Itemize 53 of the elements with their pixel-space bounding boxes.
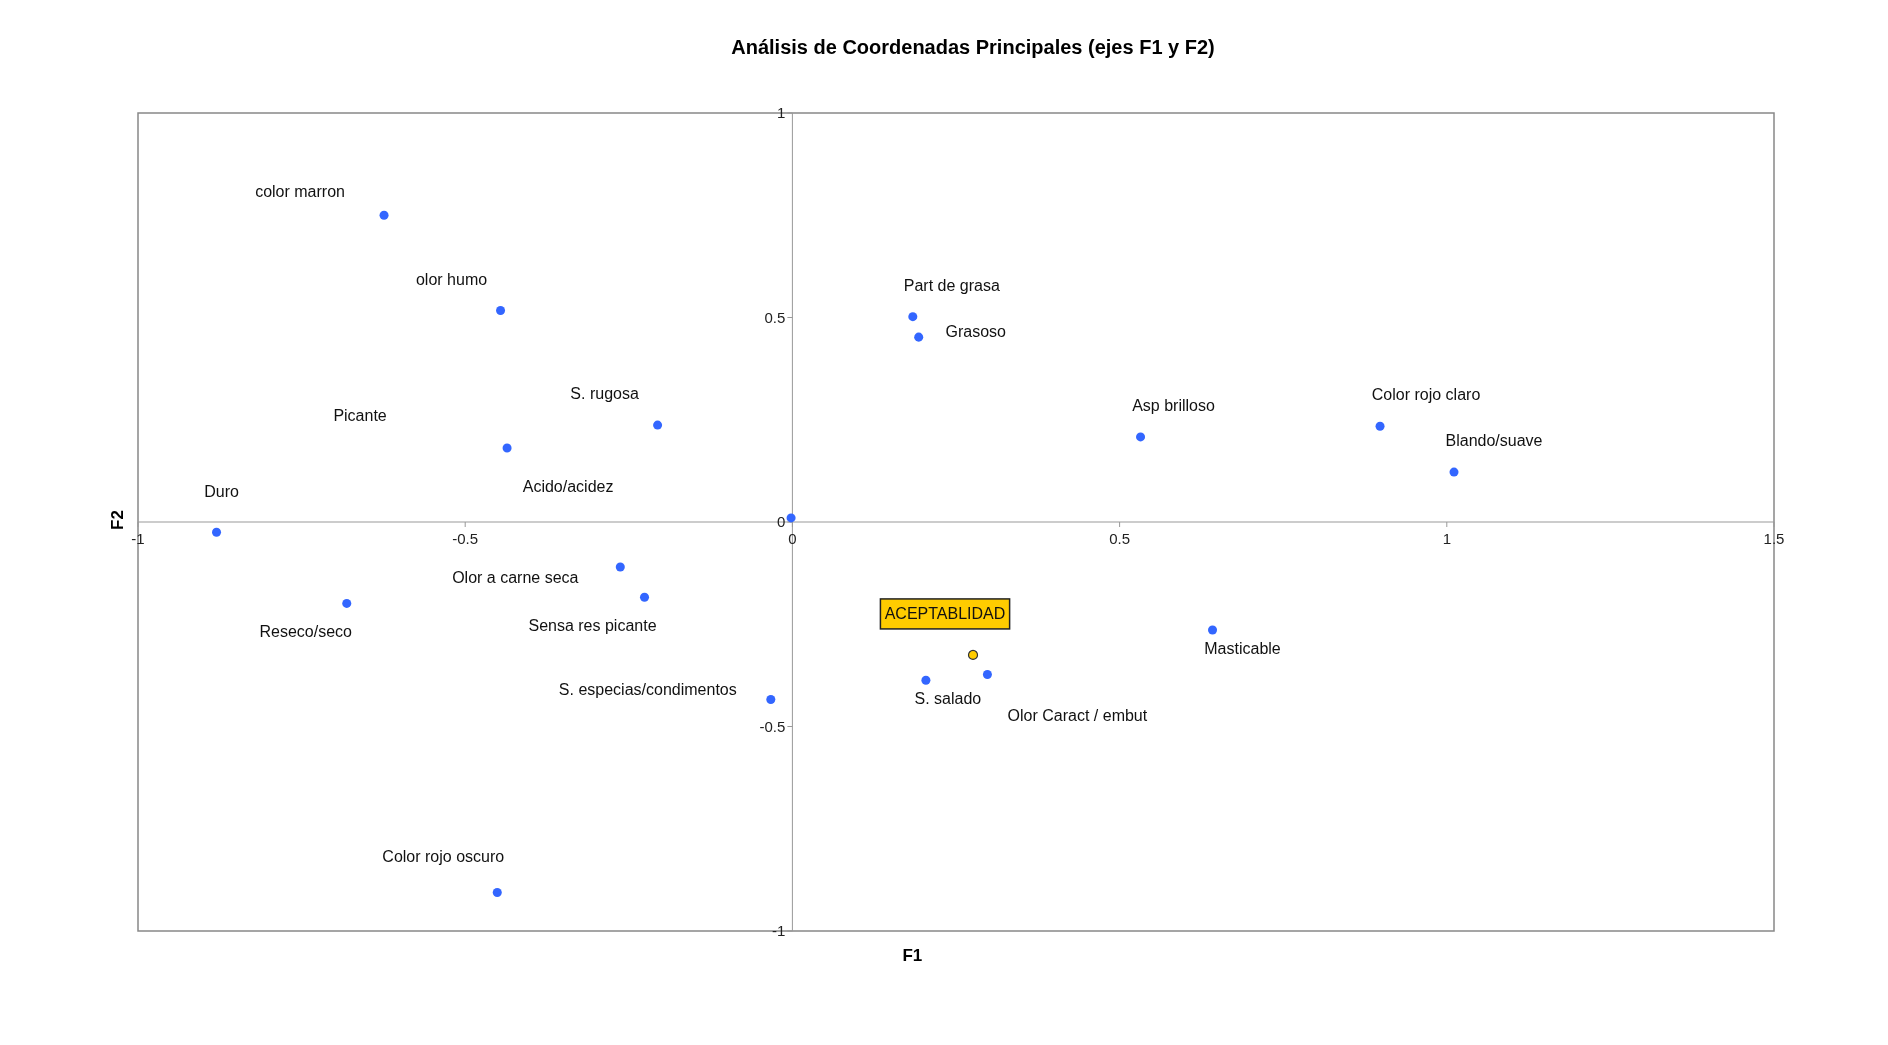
annotation: Color rojo oscuro [382,847,505,865]
annotation: Grasoso [945,323,1007,341]
annotation: Picante [333,406,387,424]
annotation: color marron [255,183,345,201]
y-tick-label: -0.5 [759,717,786,735]
annotation: ACEPTABLIDAD [884,604,1006,622]
annotation: Asp brilloso [1132,396,1215,414]
point [967,649,979,661]
point [921,675,931,685]
y-tick-label: 1 [777,104,786,121]
point [496,306,506,316]
x-tick-label: 1.5 [1763,530,1785,547]
annotation: Reseco/seco [259,623,353,641]
point [982,670,992,680]
annotation: Olor Caract / embut [1007,706,1148,724]
point [908,312,918,322]
point [766,695,776,705]
chart-title: Análisis de Coordenadas Principales (ejes F1 y F2) [730,36,1216,59]
x-axis-title: F1 [901,946,924,966]
annotation: Duro [204,483,239,501]
point [615,562,625,572]
annotation: Acido/acidez [522,477,614,495]
point [502,443,512,453]
x-tick-label: 0.5 [1109,530,1131,547]
point [653,420,663,430]
point [379,210,389,220]
annotation: Part de grasa [903,276,1000,294]
point [639,592,650,602]
annotation: S. especias/condimentos [558,680,737,698]
point [1208,625,1218,635]
y-axis-title: F2 [107,510,128,530]
annotation: S. salado [914,690,982,708]
annotation: Sensa res picante [528,617,657,635]
x-tick-label: -1 [131,530,145,547]
point [914,332,924,342]
point [1449,467,1459,477]
point [342,598,352,608]
x-tick-label: 1 [1442,530,1451,547]
annotation: Masticable [1204,639,1281,657]
y-tick-label: 0.5 [764,308,786,326]
point [1136,432,1146,442]
annotation: S. rugosa [570,385,639,403]
annotation: Olor a carne seca [452,568,579,586]
x-tick-label: 0 [788,530,797,547]
point [212,527,222,537]
point [1375,421,1385,431]
annotation: Color rojo claro [1371,386,1481,404]
annotation: Blando/suave [1445,432,1543,450]
point [492,888,502,898]
y-tick-label: -1 [772,922,786,939]
annotation: olor humo [415,270,488,288]
y-tick-label: 0 [777,513,786,530]
x-tick-label: -0.5 [452,530,479,547]
